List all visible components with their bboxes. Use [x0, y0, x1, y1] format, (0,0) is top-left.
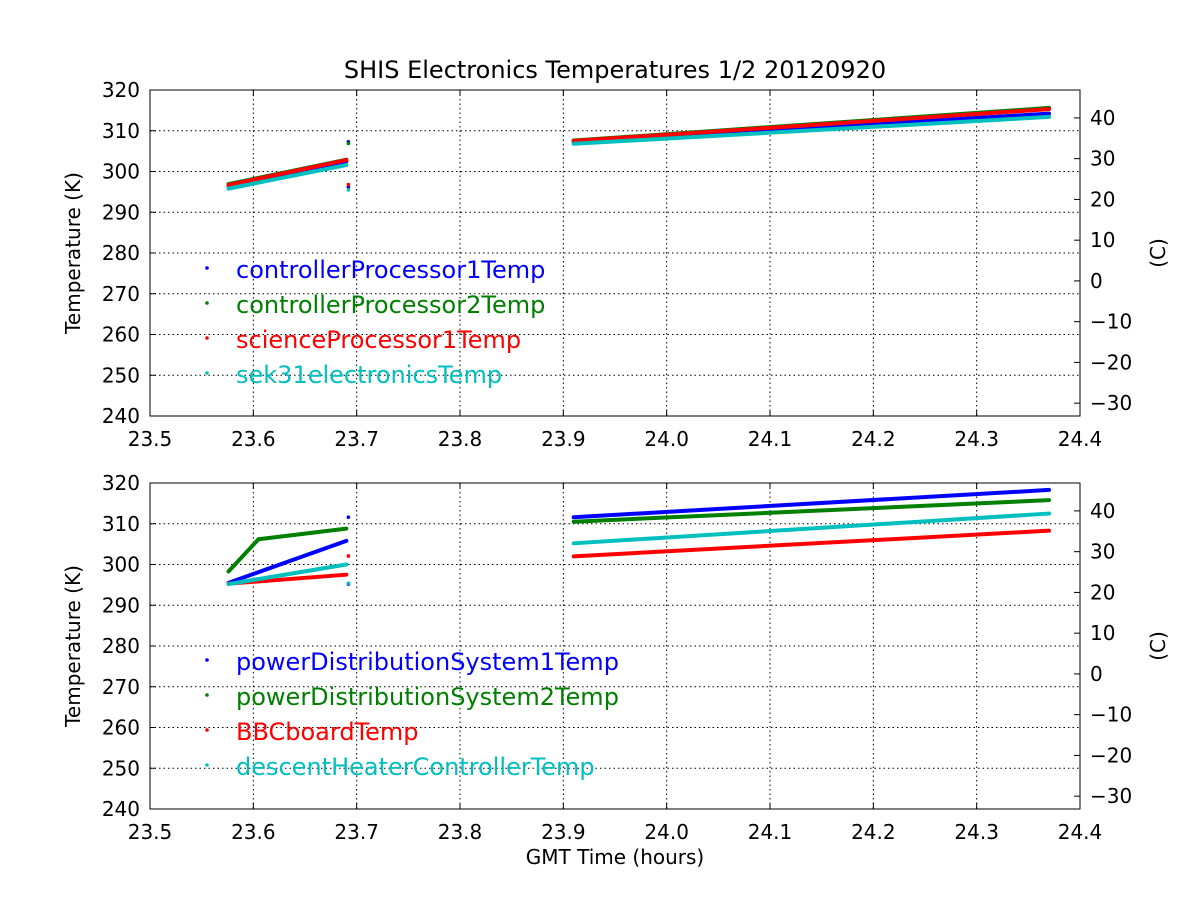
legend-label-power-distribution-system2-temp: powerDistributionSystem2Temp [236, 683, 619, 711]
bottom-y-tick-label: 270 [102, 675, 140, 699]
legend-marker-controller-processor2-temp [205, 301, 209, 305]
legend-label-science-processor1-temp: scienceProcessor1Temp [236, 326, 521, 354]
bottom-legend: powerDistributionSystem1Temp powerDistrib… [205, 648, 619, 781]
bottom-x-tick-label: 23.5 [128, 820, 173, 844]
bottom-y-right-axis-label: (C) [1146, 631, 1170, 661]
legend-marker-power-distribution-system2-temp [205, 693, 209, 697]
top-y-tick-label: 280 [102, 241, 140, 265]
bottom-y-right-tick-label: 10 [1090, 621, 1115, 645]
bottom-x-tick-label: 23.6 [231, 820, 276, 844]
bottom-y-axis-label: Temperature (K) [61, 565, 85, 728]
series-sek31electronics-temp-point [346, 188, 351, 192]
series-power-distribution-system2-temp-segment [571, 498, 1051, 524]
bottom-y-right-tick-label: −30 [1090, 784, 1132, 808]
top-y-right-tick-label: −30 [1090, 391, 1132, 415]
bottom-x-tick-label: 24.0 [644, 820, 689, 844]
legend-marker-bbcboard-temp [205, 728, 209, 732]
top-y-right-tick-label: 20 [1090, 187, 1115, 211]
legend-marker-science-processor1-temp [205, 336, 209, 340]
top-y-tick-label: 320 [102, 78, 140, 102]
bottom-x-tick-label: 24.1 [748, 820, 793, 844]
top-legend: controllerProcessor1Temp controllerProces… [205, 256, 545, 389]
legend-marker-power-distribution-system1-temp [205, 658, 209, 662]
series-sek31electronics-temp-segment [571, 114, 1051, 146]
bottom-y-tick-label: 250 [102, 756, 140, 780]
bottom-y-tick-label: 240 [102, 797, 140, 821]
series-bbcboard-temp-point [346, 554, 351, 558]
top-x-tick-label: 23.7 [334, 427, 379, 451]
chart-title: SHIS Electronics Temperatures 1/2 201209… [344, 56, 886, 84]
series-descent-heater-controller-temp-segment [226, 562, 349, 587]
series-power-distribution-system1-temp-segment [571, 487, 1051, 520]
series-controller-processor2-temp-point [346, 141, 351, 146]
top-y-right-tick-label: −10 [1090, 310, 1132, 334]
top-y-right-tick-label: 10 [1090, 228, 1115, 252]
top-y-tick-label: 250 [102, 363, 140, 387]
series-science-processor1-temp-point [346, 182, 351, 187]
series-power-distribution-system1-temp-segment [226, 538, 349, 585]
top-x-tick-label: 24.4 [1058, 427, 1103, 451]
legend-marker-sek31electronics-temp [205, 371, 209, 375]
top-x-tick-label: 24.1 [748, 427, 793, 451]
legend-label-controller-processor1-temp: controllerProcessor1Temp [236, 256, 545, 284]
bottom-x-tick-label: 24.3 [954, 820, 999, 844]
series-sek31electronics-temp-segment [226, 162, 349, 191]
legend-marker-descent-heater-controller-temp [205, 763, 209, 767]
top-y-axis-label: Temperature (K) [61, 172, 85, 335]
bottom-y-right-tick-label: 30 [1090, 540, 1115, 564]
top-x-tick-label: 23.5 [128, 427, 173, 451]
bottom-x-tick-label: 23.9 [541, 820, 586, 844]
legend-label-descent-heater-controller-temp: descentHeaterControllerTemp [236, 753, 595, 781]
legend-marker-controller-processor1-temp [205, 266, 209, 270]
series-science-processor1-temp-segment [571, 107, 1051, 143]
top-y-tick-label: 310 [102, 119, 140, 143]
top-x-tick-label: 23.9 [541, 427, 586, 451]
bottom-x-tick-label: 24.4 [1058, 820, 1103, 844]
top-x-tick-label: 24.0 [644, 427, 689, 451]
bottom-y-right-tick-label: −10 [1090, 703, 1132, 727]
top-y-right-tick-label: 0 [1090, 269, 1103, 293]
top-y-tick-label: 300 [102, 160, 140, 184]
bottom-y-right-tick-label: −20 [1090, 743, 1132, 767]
legend-label-bbcboard-temp: BBCboardTemp [236, 718, 419, 746]
series-power-distribution-system2-temp-segment [256, 526, 349, 542]
bottom-x-tick-label: 23.7 [334, 820, 379, 844]
top-y-right-axis-label: (C) [1146, 238, 1170, 268]
series-descent-heater-controller-temp-segment [571, 511, 1051, 546]
top-x-tick-label: 24.2 [851, 427, 896, 451]
top-y-tick-label: 290 [102, 200, 140, 224]
legend-label-sek31electronics-temp: sek31electronicsTemp [236, 361, 502, 389]
legend-label-controller-processor2-temp: controllerProcessor2Temp [236, 291, 545, 319]
bottom-y-tick-label: 290 [102, 593, 140, 617]
top-panel: 23.5 23.6 23.7 23.8 23.9 24.0 24.1 24.2 24.3 24.4… [61, 78, 1170, 451]
series-power-distribution-system2-temp-segment [226, 537, 261, 574]
legend-label-power-distribution-system1-temp: powerDistributionSystem1Temp [236, 648, 619, 676]
bottom-panel: 23.5 23.6 23.7 23.8 23.9 24.0 24.1 24.2 24.3 24.4… [61, 471, 1170, 844]
top-y-tick-label: 260 [102, 323, 140, 347]
bottom-y-tick-label: 260 [102, 716, 140, 740]
x-axis-label: GMT Time (hours) [526, 845, 704, 869]
bottom-y-tick-label: 280 [102, 634, 140, 658]
bottom-x-tick-label: 24.2 [851, 820, 896, 844]
bottom-x-tick-label: 23.8 [438, 820, 483, 844]
series-power-distribution-system1-temp-point [346, 515, 351, 520]
series-science-processor1-temp-segment [226, 158, 349, 187]
top-y-right-tick-label: 40 [1090, 106, 1115, 130]
bottom-y-tick-label: 320 [102, 471, 140, 495]
bottom-y-right-tick-label: 0 [1090, 662, 1103, 686]
top-x-tick-label: 23.8 [438, 427, 483, 451]
series-descent-heater-controller-temp-point [346, 581, 351, 586]
top-x-tick-label: 23.6 [231, 427, 276, 451]
bottom-y-right-tick-label: 20 [1090, 580, 1115, 604]
top-y-right-tick-label: −20 [1090, 350, 1132, 374]
top-y-tick-label: 270 [102, 282, 140, 306]
series-bbcboard-temp-segment [571, 528, 1051, 559]
bottom-y-tick-label: 310 [102, 512, 140, 536]
top-y-tick-label: 240 [102, 404, 140, 428]
top-x-tick-label: 24.3 [954, 427, 999, 451]
bottom-y-right-tick-label: 40 [1090, 499, 1115, 523]
top-y-right-tick-label: 30 [1090, 147, 1115, 171]
bottom-y-tick-label: 300 [102, 553, 140, 577]
